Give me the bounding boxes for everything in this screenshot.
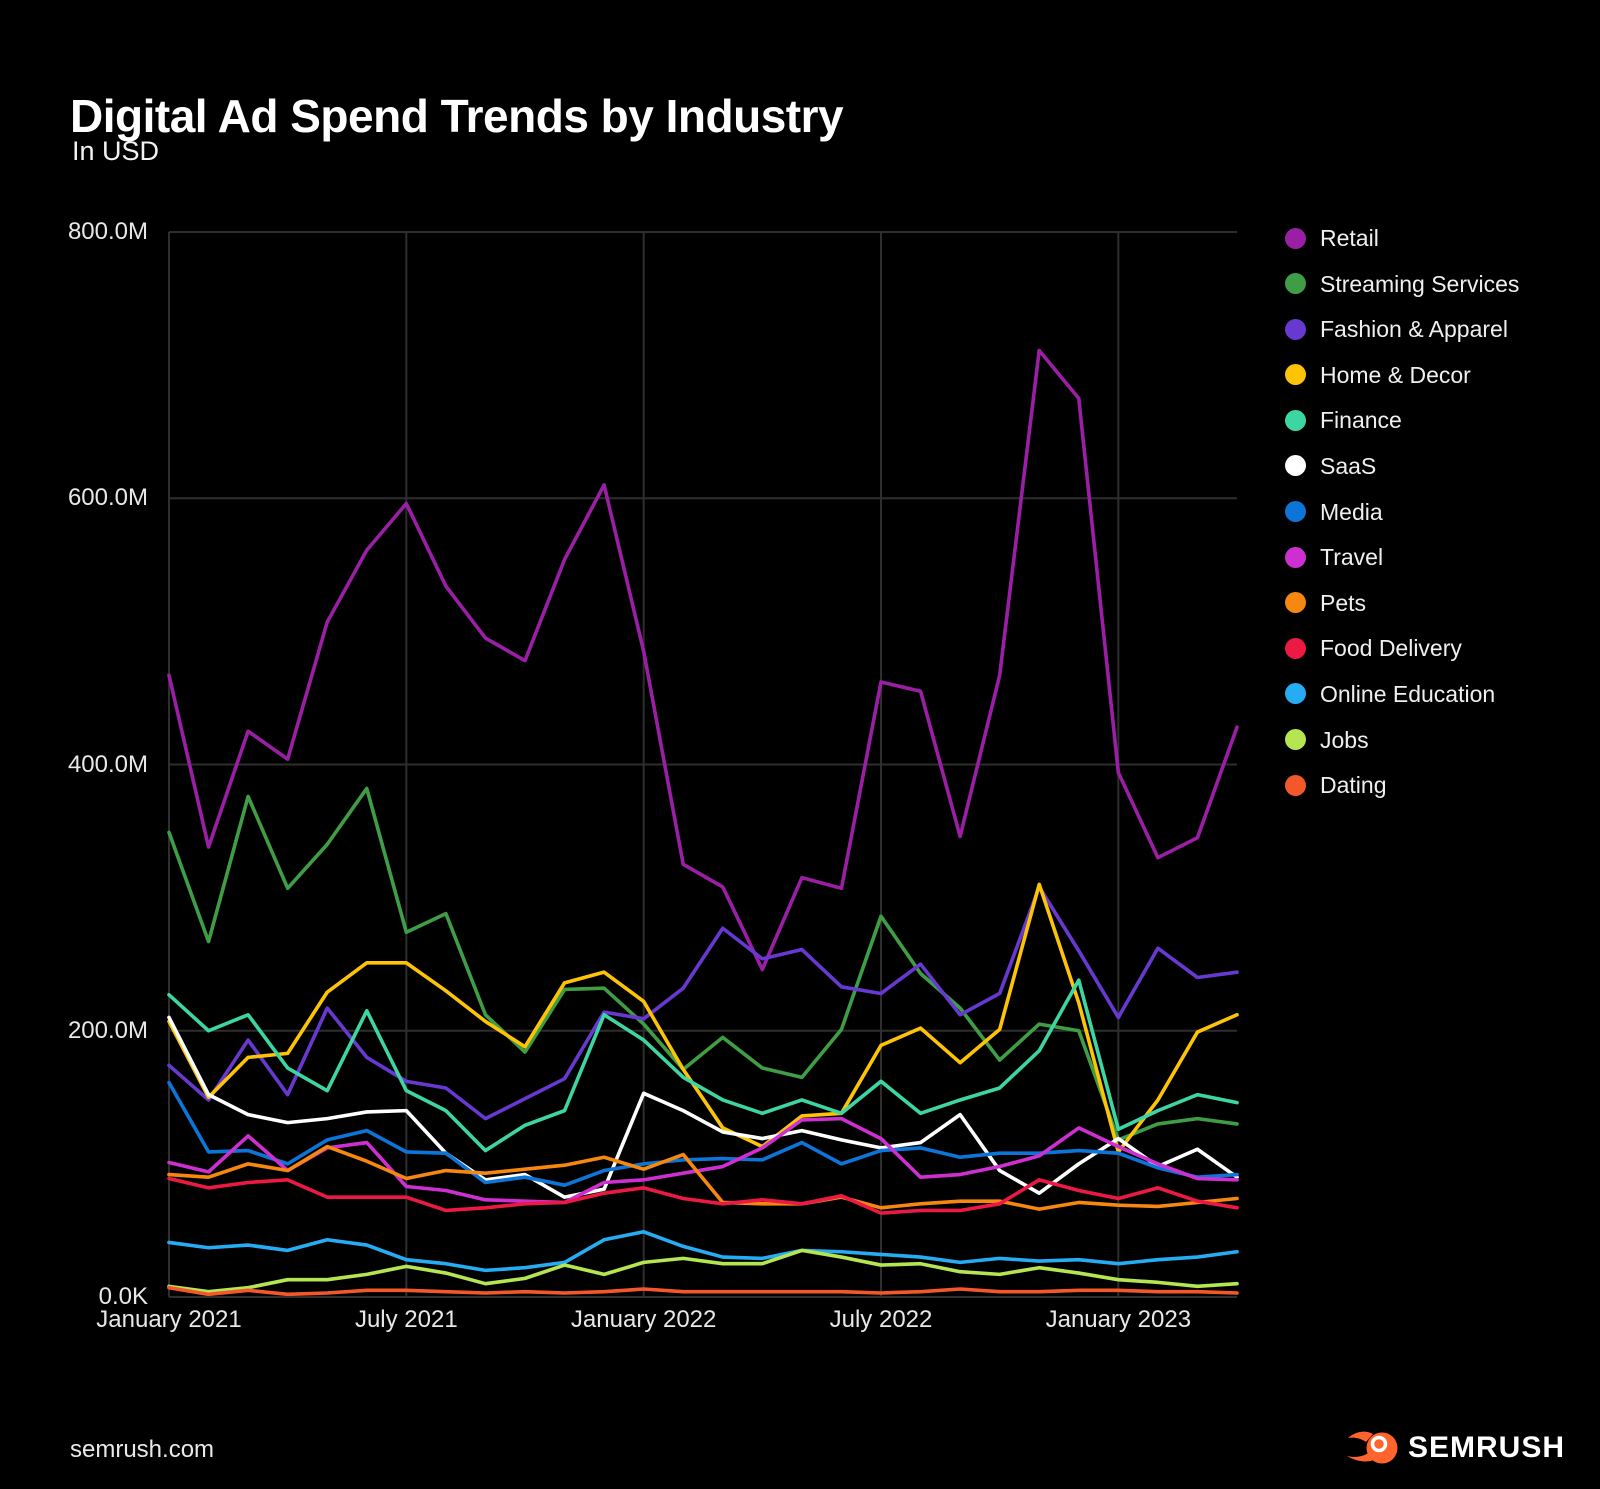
y-tick-label: 800.0M xyxy=(67,218,148,245)
legend-label: Dating xyxy=(1320,772,1387,799)
legend-label: SaaS xyxy=(1320,452,1377,479)
legend-item-retail: Retail xyxy=(1285,225,1519,251)
y-tick-label: 200.0M xyxy=(67,1016,148,1044)
y-tick-label: 600.0M xyxy=(67,484,148,512)
legend-dot xyxy=(1285,364,1306,386)
x-tick-label: January 2022 xyxy=(570,1306,717,1333)
legend-item-saas: SaaS xyxy=(1285,452,1519,479)
series-line-online-education xyxy=(167,1229,1239,1273)
legend-label: Food Delivery xyxy=(1320,635,1462,662)
legend-label: Media xyxy=(1320,498,1383,525)
chart-legend: Retail Streaming Services Fashion & Appare… xyxy=(1285,225,1520,799)
x-tick-label: July 2021 xyxy=(354,1306,458,1333)
series-line-jobs xyxy=(167,1248,1239,1294)
legend-label: Finance xyxy=(1320,407,1402,434)
series-line-saas xyxy=(167,1015,1239,1199)
y-tick-label: 400.0M xyxy=(67,750,148,778)
legend-item-dating: Dating xyxy=(1285,772,1519,799)
legend-label: Fashion & Apparel xyxy=(1320,316,1508,343)
series-line-home-decor xyxy=(167,882,1239,1154)
x-tick-label: January 2023 xyxy=(1045,1306,1192,1333)
legend-item-pets: Pets xyxy=(1285,589,1519,616)
semrush-wordmark: SEMRUSH xyxy=(1408,1431,1566,1464)
legend-dot xyxy=(1285,729,1306,751)
legend-dot xyxy=(1285,501,1306,523)
legend-item-travel: Travel xyxy=(1285,544,1519,571)
semrush-logo: SEMRUSH xyxy=(1346,1428,1565,1468)
grid xyxy=(168,231,1237,1298)
series-line-retail xyxy=(167,348,1239,972)
footer-site-url: semrush.com xyxy=(70,1436,215,1463)
legend-item-food-delivery: Food Delivery xyxy=(1285,635,1519,662)
legend-item-fashion-apparel: Fashion & Apparel xyxy=(1285,316,1519,343)
legend-dot xyxy=(1285,227,1306,249)
series-line-pets xyxy=(167,1144,1239,1211)
legend-label: Home & Decor xyxy=(1320,361,1471,388)
series-line-media xyxy=(167,1080,1239,1187)
legend-label: Online Education xyxy=(1320,680,1496,707)
legend-label: Pets xyxy=(1320,589,1367,616)
legend-dot xyxy=(1285,592,1306,614)
legend-item-home-decor: Home & Decor xyxy=(1285,361,1519,388)
legend-dot xyxy=(1285,546,1306,568)
legend-dot xyxy=(1285,409,1306,431)
legend-dot xyxy=(1285,774,1306,796)
series-line-streaming-services xyxy=(167,786,1239,1142)
series-line-food-delivery xyxy=(167,1176,1239,1215)
legend-dot xyxy=(1285,273,1306,295)
legend-dot xyxy=(1285,637,1306,659)
legend-label: Travel xyxy=(1320,544,1384,571)
series-line-fashion-apparel xyxy=(167,885,1239,1121)
legend-item-jobs: Jobs xyxy=(1285,726,1519,753)
legend-item-online-education: Online Education xyxy=(1285,680,1519,707)
x-tick-label: January 2021 xyxy=(96,1306,242,1333)
legend-item-media: Media xyxy=(1285,498,1519,525)
y-tick-label: 0.0K xyxy=(98,1283,148,1310)
legend-item-finance: Finance xyxy=(1285,407,1519,434)
legend-dot xyxy=(1285,455,1306,477)
series-line-finance xyxy=(167,978,1239,1153)
legend-dot xyxy=(1285,318,1306,340)
series-line-travel xyxy=(167,1116,1239,1205)
semrush-flame-icon xyxy=(1347,1431,1398,1464)
legend-label: Streaming Services xyxy=(1320,270,1520,297)
page-title: Digital Ad Spend Trends by Industry xyxy=(70,89,844,142)
x-tick-label: July 2022 xyxy=(829,1306,933,1333)
legend-item-streaming-services: Streaming Services xyxy=(1285,270,1520,297)
page-subtitle: In USD xyxy=(72,136,160,166)
legend-label: Retail xyxy=(1320,225,1379,251)
legend-dot xyxy=(1285,683,1306,705)
legend-label: Jobs xyxy=(1320,726,1369,753)
series-line-dating xyxy=(167,1285,1239,1297)
